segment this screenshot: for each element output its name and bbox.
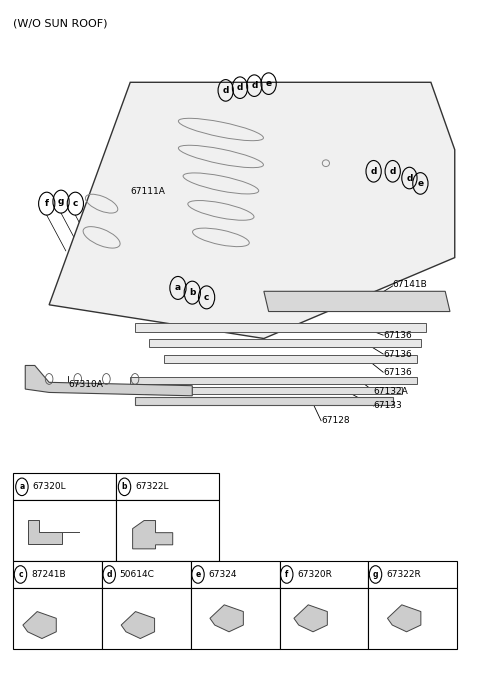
- Text: d: d: [406, 173, 413, 183]
- Text: d: d: [223, 86, 229, 95]
- Text: e: e: [417, 179, 423, 188]
- Text: 67320R: 67320R: [297, 570, 332, 579]
- Polygon shape: [387, 605, 421, 632]
- Text: g: g: [58, 197, 64, 206]
- Polygon shape: [121, 611, 155, 638]
- Text: d: d: [390, 167, 396, 176]
- Text: e: e: [195, 570, 201, 579]
- Text: d: d: [237, 83, 243, 92]
- Text: 50614C: 50614C: [120, 570, 155, 579]
- FancyBboxPatch shape: [116, 500, 218, 561]
- Text: a: a: [175, 284, 181, 292]
- Text: 67133: 67133: [373, 401, 402, 410]
- Text: (W/O SUN ROOF): (W/O SUN ROOF): [13, 18, 108, 28]
- Polygon shape: [164, 355, 417, 364]
- FancyBboxPatch shape: [13, 500, 116, 561]
- FancyBboxPatch shape: [280, 588, 368, 649]
- Polygon shape: [264, 291, 450, 311]
- Text: 67128: 67128: [321, 416, 350, 425]
- Text: d: d: [251, 81, 257, 90]
- Polygon shape: [210, 605, 243, 632]
- FancyBboxPatch shape: [116, 473, 218, 500]
- Text: b: b: [122, 482, 127, 492]
- FancyBboxPatch shape: [13, 473, 116, 500]
- Polygon shape: [144, 387, 402, 394]
- Text: 87241B: 87241B: [31, 570, 66, 579]
- FancyBboxPatch shape: [368, 561, 457, 588]
- Text: 67322R: 67322R: [386, 570, 421, 579]
- Text: 67132A: 67132A: [373, 387, 408, 395]
- Polygon shape: [49, 83, 455, 338]
- Text: 67322L: 67322L: [135, 482, 168, 492]
- Text: 67320L: 67320L: [33, 482, 66, 492]
- Text: 67141B: 67141B: [393, 280, 428, 289]
- Text: 67310A: 67310A: [68, 380, 103, 389]
- Polygon shape: [23, 611, 56, 638]
- Polygon shape: [132, 521, 173, 549]
- FancyBboxPatch shape: [191, 588, 280, 649]
- Polygon shape: [28, 520, 62, 544]
- Text: 67324: 67324: [208, 570, 237, 579]
- FancyBboxPatch shape: [13, 588, 102, 649]
- FancyBboxPatch shape: [280, 561, 368, 588]
- Text: c: c: [18, 570, 23, 579]
- Text: 67136: 67136: [383, 349, 412, 359]
- FancyBboxPatch shape: [13, 561, 102, 588]
- Text: 67136: 67136: [383, 368, 412, 376]
- Text: f: f: [285, 570, 288, 579]
- FancyBboxPatch shape: [191, 561, 280, 588]
- Text: d: d: [371, 167, 377, 176]
- Polygon shape: [130, 377, 417, 385]
- Polygon shape: [135, 323, 426, 332]
- FancyBboxPatch shape: [102, 588, 191, 649]
- Polygon shape: [135, 397, 393, 405]
- Text: 67136: 67136: [383, 330, 412, 340]
- Text: a: a: [19, 482, 24, 492]
- Text: e: e: [265, 79, 272, 88]
- Text: d: d: [107, 570, 112, 579]
- Text: c: c: [72, 199, 78, 208]
- Text: g: g: [373, 570, 378, 579]
- FancyBboxPatch shape: [368, 588, 457, 649]
- Polygon shape: [25, 366, 192, 396]
- Text: f: f: [45, 199, 49, 208]
- Polygon shape: [294, 605, 327, 632]
- FancyBboxPatch shape: [102, 561, 191, 588]
- Text: c: c: [204, 293, 209, 302]
- Text: b: b: [189, 288, 195, 297]
- Polygon shape: [149, 338, 421, 347]
- Text: 67111A: 67111A: [130, 187, 165, 196]
